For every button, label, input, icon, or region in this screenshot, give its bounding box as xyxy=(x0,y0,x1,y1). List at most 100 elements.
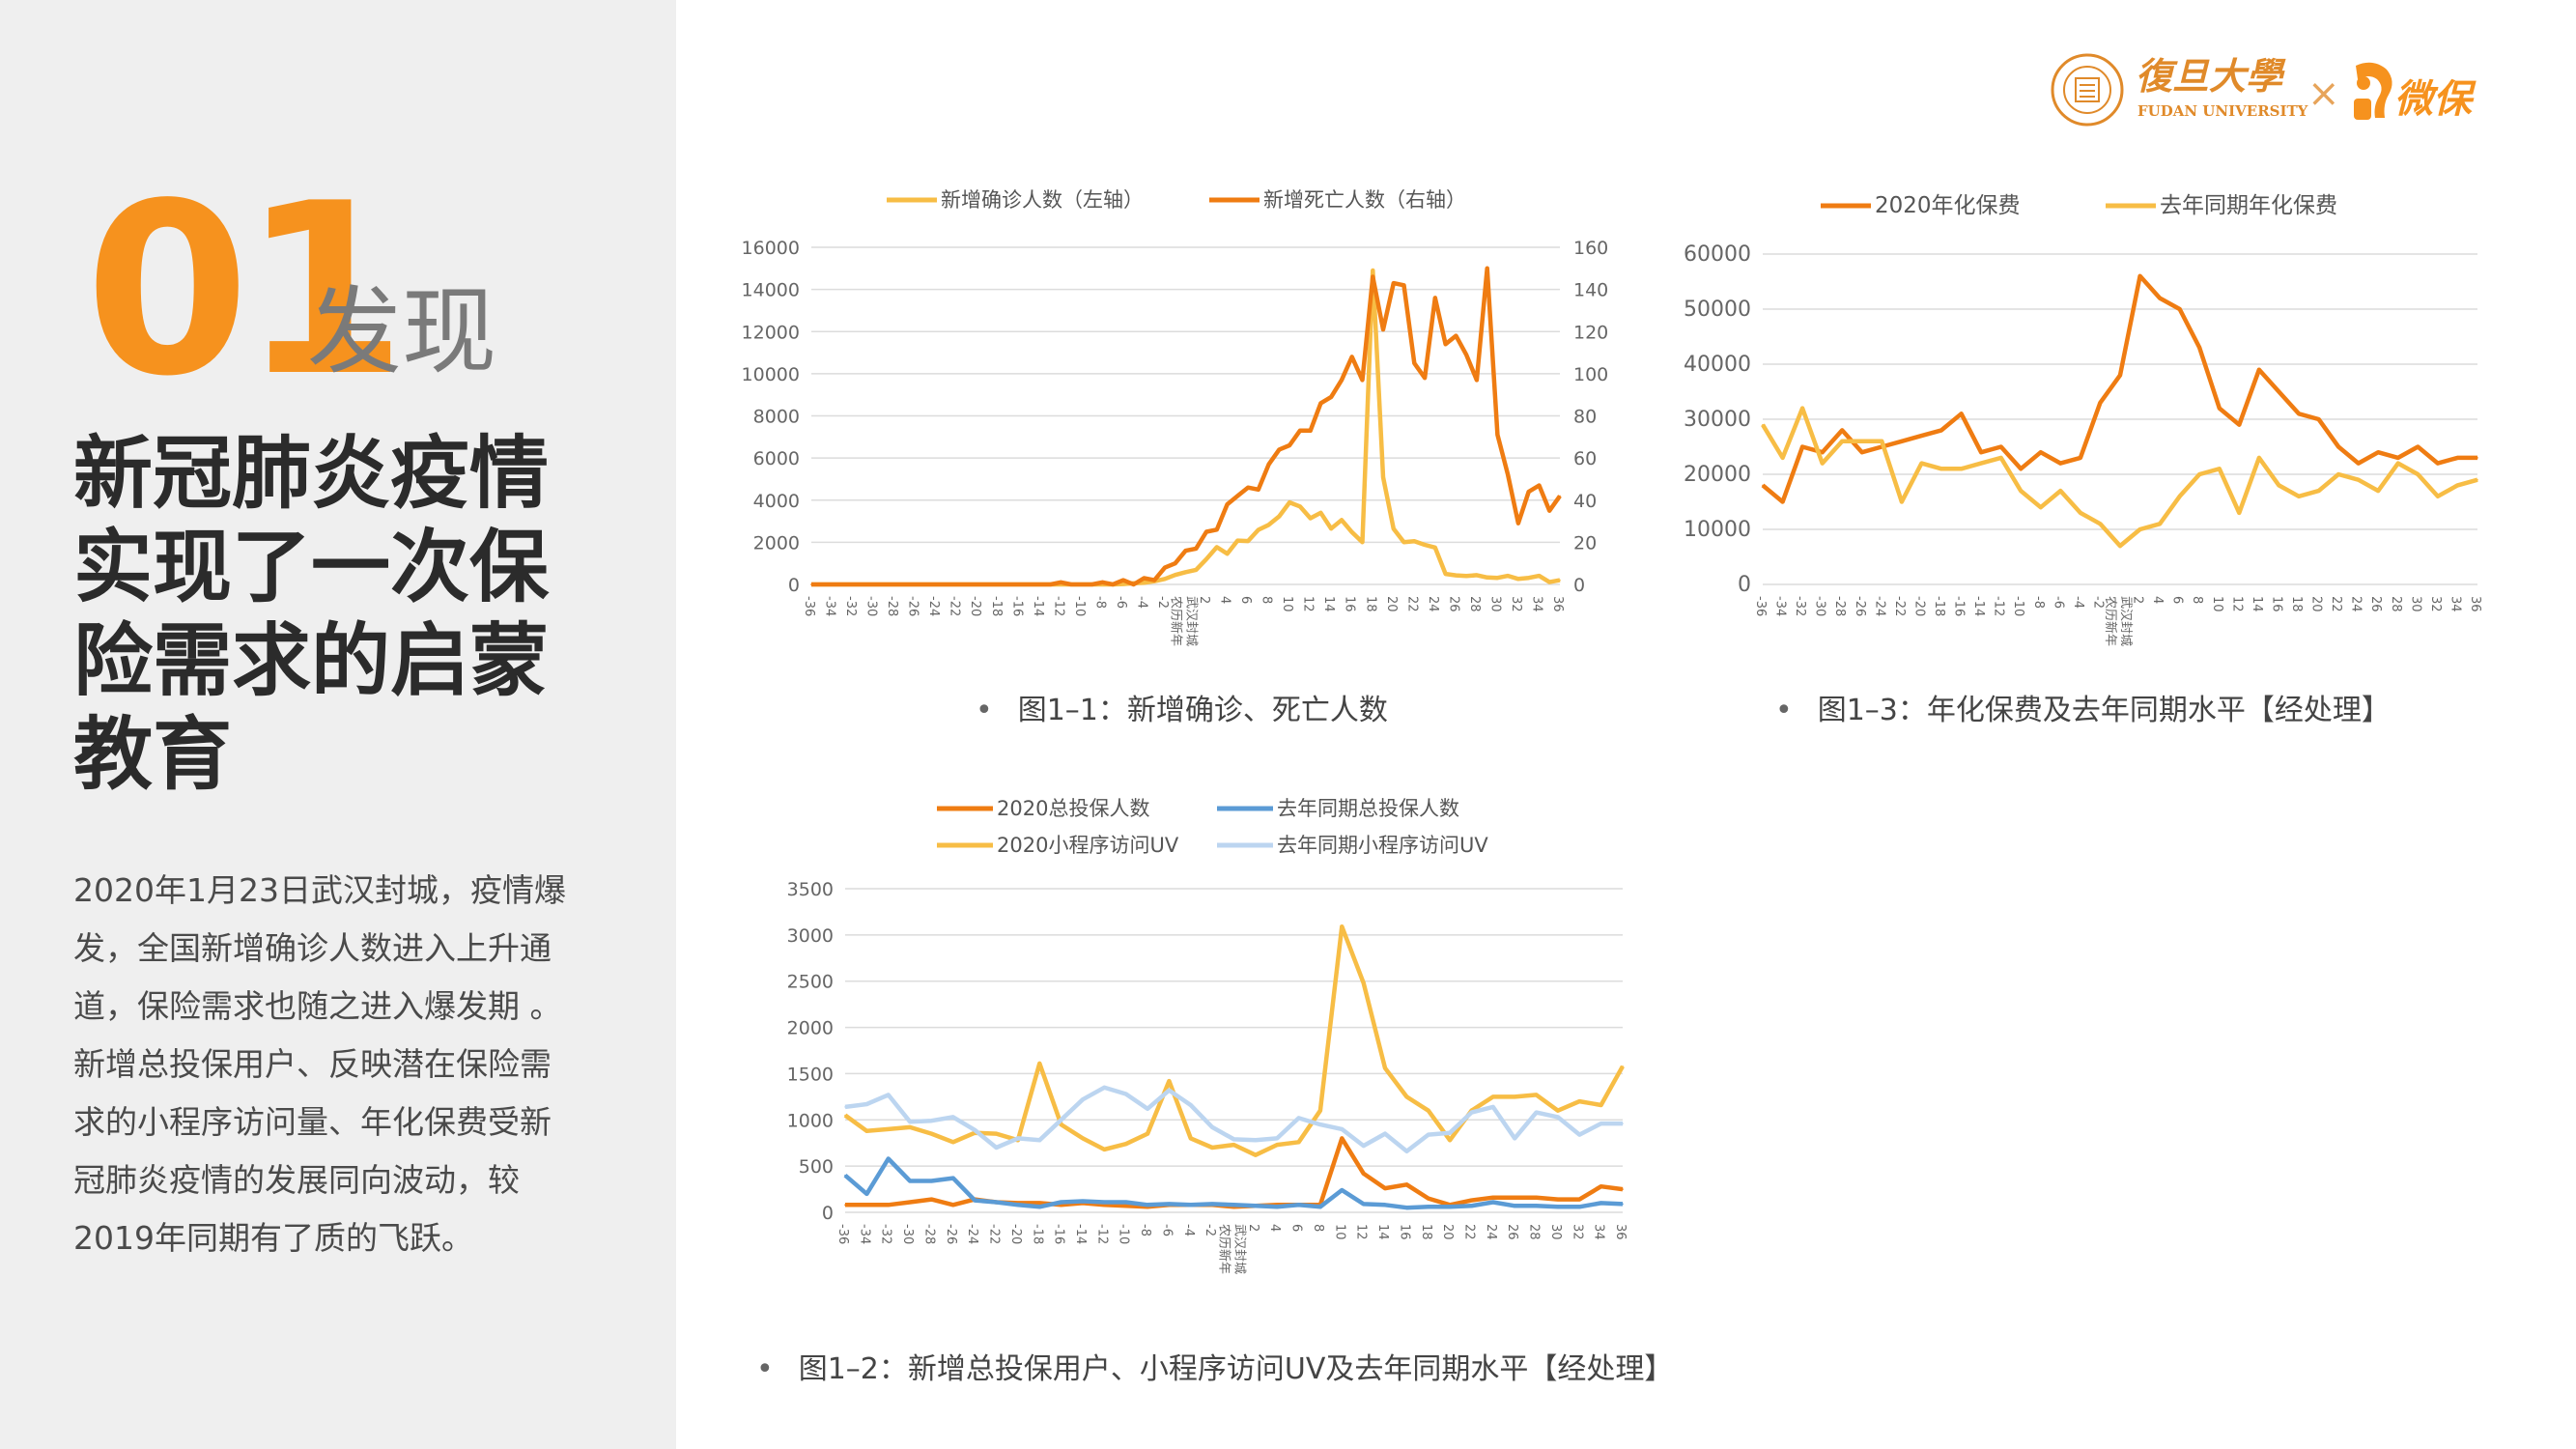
x-tick-label: 34 xyxy=(1529,596,1543,612)
x-tick-label: -2 xyxy=(1155,596,1170,609)
x-tick-text: 18 xyxy=(1419,1224,1433,1240)
caption-fig1: • 图1–1：新增确诊、死亡人数 xyxy=(976,686,1388,728)
x-tick-text: 26 xyxy=(1505,1224,1519,1240)
x-tick-text: 32 xyxy=(1570,1224,1584,1240)
x-tick-label: 22 xyxy=(1461,1224,1476,1240)
data-point xyxy=(1557,1116,1559,1119)
data-point xyxy=(1801,445,1803,448)
x-tick-label: -20 xyxy=(968,596,982,616)
data-point xyxy=(1190,1137,1192,1140)
data-point xyxy=(2298,496,2300,497)
data-point xyxy=(844,1106,846,1108)
x-tick-text: 16 xyxy=(2269,596,2283,612)
data-point xyxy=(1362,1203,1365,1206)
x-tick-label: -20 xyxy=(1008,1224,1023,1244)
x-tick-label: -2 xyxy=(2090,596,2105,609)
x-tick-text: 24 xyxy=(2349,596,2364,612)
x-tick-text: -4 xyxy=(2071,596,2085,609)
data-point xyxy=(1538,575,1541,577)
headline: 新冠肺炎疫情实现了一次保险需求的启蒙教育 xyxy=(73,428,550,801)
data-point xyxy=(1557,1206,1559,1208)
data-point xyxy=(1492,1095,1494,1098)
x-tick-text: -4 xyxy=(1134,596,1148,609)
data-point xyxy=(852,583,854,585)
data-point xyxy=(1122,579,1124,582)
x-tick-label: 24 xyxy=(1484,1224,1498,1240)
data-point xyxy=(1405,1151,1408,1152)
data-point xyxy=(1330,396,1332,398)
data-point xyxy=(1278,515,1281,518)
data-point xyxy=(2437,496,2439,497)
series-line-2 xyxy=(1761,406,2478,549)
data-point xyxy=(1492,1106,1494,1108)
data-point xyxy=(1801,407,1803,410)
data-point xyxy=(1299,505,1301,508)
data-point xyxy=(1428,1133,1430,1136)
data-point xyxy=(1622,1122,1624,1124)
series-line-1 xyxy=(845,1136,1624,1209)
data-point xyxy=(1319,402,1322,405)
data-point xyxy=(2159,297,2161,299)
fudan-cn-logo-text: 復旦大學 xyxy=(2136,54,2286,98)
data-point xyxy=(1060,582,1062,583)
x-tick-text: -30 xyxy=(900,1224,915,1244)
x-tick-text: 18 xyxy=(2289,596,2304,612)
legend-label-1: 2020年化保费 xyxy=(1875,193,2021,218)
x-tick-label: 34 xyxy=(1592,1224,1606,1240)
x-tick-text: 20 xyxy=(2309,596,2324,612)
data-point xyxy=(1143,577,1146,580)
data-point xyxy=(887,1128,890,1130)
data-point xyxy=(2357,478,2360,481)
x-tick-label: -2 xyxy=(1203,1224,1217,1236)
data-point xyxy=(1341,1189,1344,1191)
data-point xyxy=(1060,1201,1062,1204)
data-point xyxy=(1465,575,1467,578)
x-tick-label: -16 xyxy=(1052,1224,1066,1244)
data-point xyxy=(844,1114,846,1117)
x-tick-text: -36 xyxy=(835,1224,850,1244)
data-point xyxy=(883,583,886,585)
x-tick-text: -18 xyxy=(1932,596,1946,616)
data-point xyxy=(904,583,906,585)
x-tick-label: 20 xyxy=(2309,596,2324,612)
x-tick-text: 30 xyxy=(1548,1224,1563,1240)
x-tick-text: -22 xyxy=(987,1224,1002,1244)
data-point xyxy=(2397,457,2399,459)
x-tick-label: 8 xyxy=(2190,596,2204,604)
data-point xyxy=(1276,1206,1278,1208)
y-tick-label: 12000 xyxy=(742,322,800,343)
data-point xyxy=(2099,523,2102,526)
data-point xyxy=(1514,1196,1515,1199)
data-point xyxy=(2278,390,2280,393)
data-point xyxy=(2040,451,2042,454)
x-tick-text: 24 xyxy=(1484,1224,1498,1240)
x-tick-label: -4 xyxy=(2071,596,2085,609)
data-point xyxy=(865,1103,868,1105)
data-point xyxy=(2138,528,2141,530)
data-point xyxy=(1017,1137,1019,1140)
data-point xyxy=(1297,1117,1300,1120)
x-tick-text: 30 xyxy=(2408,596,2422,612)
x-tick-text: 36 xyxy=(2468,596,2482,612)
x-tick-text: 28 xyxy=(1527,1224,1542,1240)
data-point xyxy=(1920,435,1923,437)
data-point xyxy=(1226,503,1229,505)
data-point xyxy=(2059,462,2062,465)
x-tick-text: 武汉封城 xyxy=(2118,596,2133,646)
data-point xyxy=(1384,1187,1386,1189)
data-point xyxy=(1841,440,1843,442)
x-tick-label: 2 xyxy=(2131,596,2145,604)
data-point xyxy=(1190,1204,1192,1207)
data-point xyxy=(1226,553,1229,554)
legend-label-2: 去年同期总投保人数 xyxy=(1277,797,1459,820)
x-tick-label: 34 xyxy=(2448,596,2462,612)
x-tick-label: -24 xyxy=(926,596,941,616)
x-tick-label: 28 xyxy=(1467,596,1482,612)
data-point xyxy=(2059,490,2062,492)
data-point xyxy=(1622,1065,1624,1067)
x-tick-label: 28 xyxy=(2389,596,2403,612)
x-tick-text: 36 xyxy=(1613,1224,1628,1240)
data-point xyxy=(1428,1206,1430,1208)
x-tick-text: 4 xyxy=(1218,596,1232,604)
